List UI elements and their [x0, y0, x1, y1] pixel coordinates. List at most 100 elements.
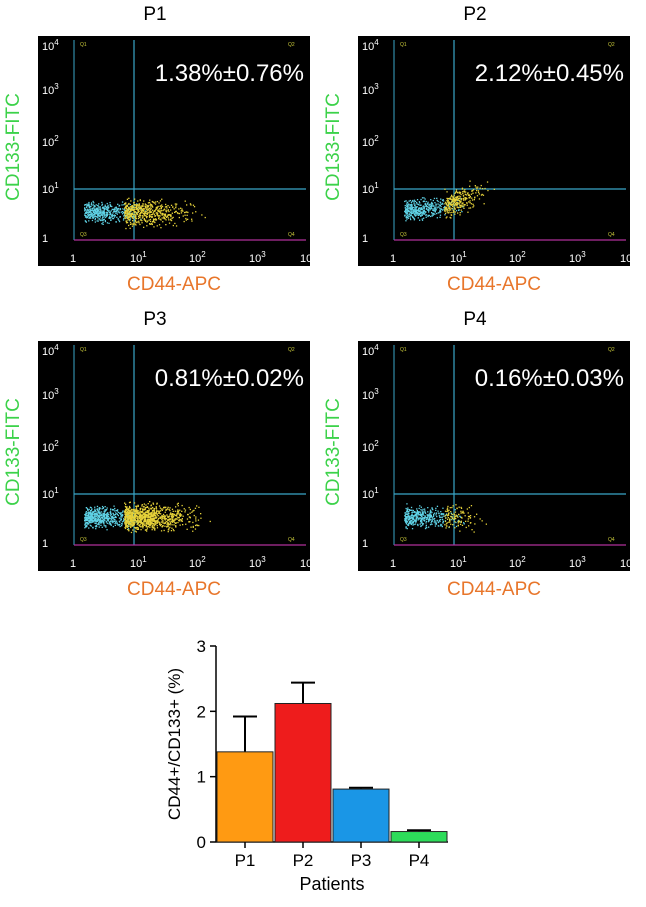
plot-background — [38, 341, 310, 571]
y-tick-label: 104 — [362, 38, 379, 53]
quadrant-mark: Q2 — [288, 347, 295, 353]
quadrant-mark: Q1 — [400, 42, 407, 48]
percent-label: 0.16%±0.03% — [474, 365, 624, 392]
bar-chart: 0 1 2 3 P1 P2 P3 P4 Patients CD44+/CD133+ (%) — [165, 637, 448, 894]
x-tick-label: 102 — [189, 250, 206, 265]
scatter-plot: 104 103 102 101 1 1 101 102 103 104 Q1 Q2 Q3 Q4 — [362, 38, 630, 265]
x-tick-label: P4 — [409, 851, 430, 870]
quadrant-mark: Q3 — [80, 232, 87, 238]
y-tick-label: 101 — [362, 486, 379, 501]
flow-panel-p1: P1 104 103 102 101 1 1 101 102 103 104 Q1 Q2 Q3 Q4 1.… — [0, 0, 310, 300]
y-tick-label: 3 — [197, 637, 206, 656]
x-tick-label: P2 — [293, 851, 314, 870]
y-tick-label: 0 — [197, 833, 206, 852]
quadrant-mark: Q2 — [288, 42, 295, 48]
flow-panel-p2: P2 104 103 102 101 1 1 101 102 103 104 Q1 Q2 Q3 Q4 2.… — [320, 0, 630, 300]
plot-background — [38, 36, 310, 266]
y-tick-label: 104 — [42, 38, 59, 53]
percent-label: 1.38%±0.76% — [154, 60, 304, 87]
x-tick-label: 103 — [569, 250, 586, 265]
quadrant-mark: Q4 — [608, 537, 615, 543]
cell-dots — [84, 197, 206, 230]
panel-title: P3 — [143, 309, 167, 330]
x-tick-label: 101 — [130, 250, 147, 265]
x-tick-label: 1 — [390, 558, 396, 570]
flow-panel-p4: P4 104 103 102 101 1 1 101 102 103 104 Q1 Q2 Q3 Q4 0.… — [320, 305, 630, 605]
x-tick-label: 102 — [189, 555, 206, 570]
y-tick-label: 1 — [42, 233, 48, 245]
quadrant-mark: Q1 — [80, 42, 87, 48]
x-tick-label: 103 — [249, 250, 266, 265]
y-tick-label: 1 — [197, 768, 206, 787]
plot-background — [358, 36, 630, 266]
y-tick-label: 103 — [362, 82, 379, 97]
scatter-plot: 104 103 102 101 1 1 101 102 103 104 Q1 Q2 Q3 Q4 — [42, 38, 310, 265]
x-axis-label: CD44-APC — [127, 274, 221, 295]
x-axis-label: CD44-APC — [447, 579, 541, 600]
x-tick-label: 104 — [300, 555, 310, 570]
percent-label: 2.12%±0.45% — [474, 60, 624, 87]
y-tick-label: 103 — [42, 387, 59, 402]
y-axis-label: CD44+/CD133+ (%) — [165, 668, 184, 820]
x-tick-label: 103 — [249, 555, 266, 570]
y-tick-label: 104 — [362, 343, 379, 358]
y-axis-label: CD133-FITC — [3, 398, 24, 506]
panel-title: P4 — [463, 309, 487, 330]
y-tick-label: 102 — [42, 439, 59, 454]
plot-background — [358, 341, 630, 571]
y-tick-label: 102 — [362, 134, 379, 149]
y-tick-label: 102 — [42, 134, 59, 149]
x-tick-label: 103 — [569, 555, 586, 570]
y-tick-label: 103 — [42, 82, 59, 97]
x-tick-label: 1 — [70, 253, 76, 265]
bar-p4 — [390, 831, 448, 843]
cell-dots — [84, 501, 211, 534]
bar-p3 — [332, 788, 390, 843]
x-tick-label: 104 — [620, 555, 630, 570]
flow-panel-p3: P3 104 103 102 101 1 1 101 102 103 104 Q1 Q2 Q3 Q4 0.… — [0, 305, 310, 605]
quadrant-mark: Q4 — [608, 232, 615, 238]
panel-title: P1 — [143, 4, 167, 25]
y-tick-label: 101 — [42, 486, 59, 501]
quadrant-mark: Q4 — [288, 537, 295, 543]
x-axis-label: CD44-APC — [127, 579, 221, 600]
y-axis-label: CD133-FITC — [3, 93, 24, 201]
y-tick-label: 101 — [362, 181, 379, 196]
y-axis-label: CD133-FITC — [323, 93, 344, 201]
quadrant-mark: Q2 — [608, 42, 615, 48]
y-tick-label: 101 — [42, 181, 59, 196]
y-tick-label: 104 — [42, 343, 59, 358]
quadrant-mark: Q1 — [80, 347, 87, 353]
quadrant-mark: Q2 — [608, 347, 615, 353]
scatter-plot: 104 103 102 101 1 1 101 102 103 104 Q1 Q2 Q3 Q4 — [42, 343, 310, 570]
cell-dots — [404, 503, 487, 533]
percent-label: 0.81%±0.02% — [154, 365, 304, 392]
x-tick-label: 102 — [509, 555, 526, 570]
y-tick-label: 103 — [362, 387, 379, 402]
x-tick-label: 101 — [130, 555, 147, 570]
x-axis-label: CD44-APC — [447, 274, 541, 295]
y-axis-label: CD133-FITC — [323, 398, 344, 506]
x-axis-label: Patients — [299, 874, 364, 894]
x-tick-label: 101 — [450, 250, 467, 265]
quadrant-mark: Q1 — [400, 347, 407, 353]
y-tick-label: 1 — [362, 538, 368, 550]
panel-title: P2 — [463, 4, 487, 25]
quadrant-mark: Q3 — [80, 537, 87, 543]
x-tick-label: P1 — [235, 851, 256, 870]
y-tick-label: 1 — [362, 233, 368, 245]
y-tick-label: 102 — [362, 439, 379, 454]
cell-dots — [404, 180, 495, 222]
y-tick-label: 2 — [197, 702, 206, 721]
x-tick-label: 1 — [390, 253, 396, 265]
scatter-plot: 104 103 102 101 1 1 101 102 103 104 Q1 Q2 Q3 Q4 — [362, 343, 630, 570]
quadrant-mark: Q3 — [400, 537, 407, 543]
x-tick-label: P3 — [351, 851, 372, 870]
x-tick-label: 102 — [509, 250, 526, 265]
quadrant-mark: Q4 — [288, 232, 295, 238]
quadrant-mark: Q3 — [400, 232, 407, 238]
x-tick-label: 101 — [450, 555, 467, 570]
y-tick-label: 1 — [42, 538, 48, 550]
x-tick-label: 104 — [300, 250, 310, 265]
x-tick-label: 104 — [620, 250, 630, 265]
